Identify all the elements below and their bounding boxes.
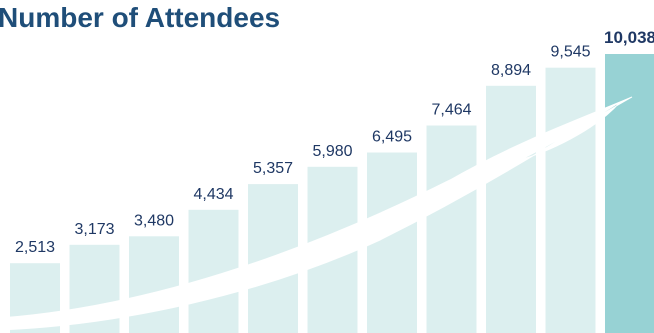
bars-group [10,54,654,333]
swoosh-curve [0,96,633,331]
bar-7 [367,152,417,333]
value-label-8: 7,464 [431,102,471,119]
chart-title: Number of Attendees [0,2,281,33]
value-label-2: 3,173 [74,221,114,238]
bar-8 [426,125,477,333]
bar-11 [605,54,654,333]
bar-3 [129,236,179,333]
value-labels-group: 2,513 3,173 3,480 4,434 5,357 5,980 6,495 7,464… [15,28,654,256]
bar-9 [486,85,536,333]
bar-10 [545,67,596,333]
value-label-1: 2,513 [15,239,55,256]
value-label-11: 10,038 [604,28,654,47]
value-label-4: 4,434 [193,186,233,203]
value-label-5: 5,357 [253,160,293,177]
value-label-3: 3,480 [134,212,174,229]
value-label-9: 8,894 [491,62,531,79]
value-label-7: 6,495 [372,129,412,146]
value-label-6: 5,980 [312,143,352,160]
value-label-10: 9,545 [550,44,590,61]
